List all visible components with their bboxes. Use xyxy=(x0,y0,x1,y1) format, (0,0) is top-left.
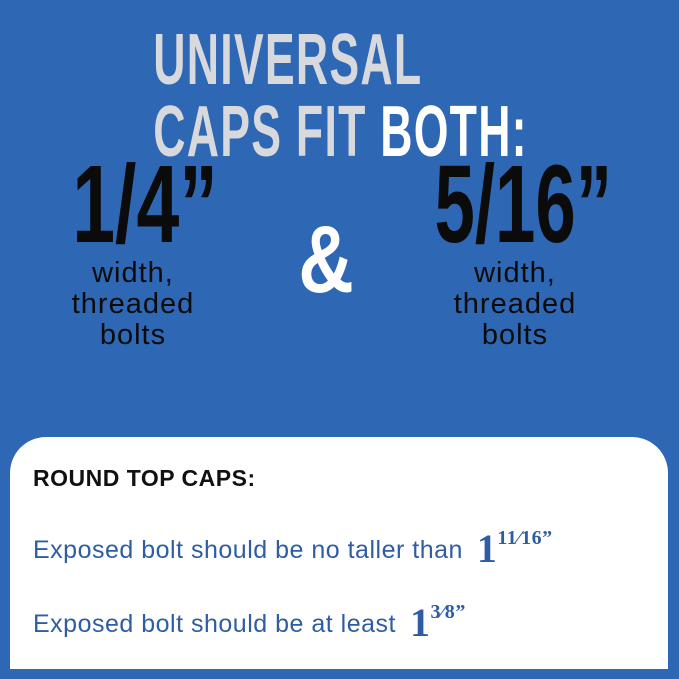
row-text: Exposed bolt should be at least xyxy=(33,610,396,638)
info-heading: ROUND TOP CAPS: xyxy=(33,465,256,491)
measurement-fraction: 3⁄8 xyxy=(430,601,456,623)
ampersand: & xyxy=(298,206,354,313)
desc-line: threaded xyxy=(453,288,577,320)
desc-line: width, xyxy=(92,257,174,289)
min-height-row: Exposed bolt should be at least 13⁄8” xyxy=(33,599,466,646)
desc-line: bolts xyxy=(99,319,167,351)
row-text: Exposed bolt should be no taller than xyxy=(33,536,463,564)
measurement-whole: 1 xyxy=(476,526,498,571)
headline-highlight: BOTH: xyxy=(380,92,528,172)
size-quarter-description: width, threaded bolts xyxy=(13,258,253,351)
desc-line: bolts xyxy=(481,319,549,351)
headline: UNIVERSAL CAPS FIT BOTH: xyxy=(153,24,555,168)
desc-line: threaded xyxy=(71,288,195,320)
info-box: ROUND TOP CAPS: Exposed bolt should be n… xyxy=(10,437,668,669)
size-quarter-inch: 1/4” xyxy=(72,143,218,266)
max-height-row: Exposed bolt should be no taller than 111… xyxy=(33,525,553,572)
measurement: 111⁄16” xyxy=(477,526,553,571)
desc-line: width, xyxy=(474,257,556,289)
measurement-fraction: 11⁄16 xyxy=(497,527,543,549)
size-five-sixteenths-description: width, threaded bolts xyxy=(395,258,635,351)
measurement-unit: ” xyxy=(542,527,553,549)
measurement-whole: 1 xyxy=(409,600,431,645)
headline-text: UNIVERSAL CAPS FIT xyxy=(153,20,422,172)
size-five-sixteenths-inch: 5/16” xyxy=(434,143,613,266)
measurement: 13⁄8” xyxy=(410,600,466,645)
measurement-unit: ” xyxy=(455,601,466,623)
